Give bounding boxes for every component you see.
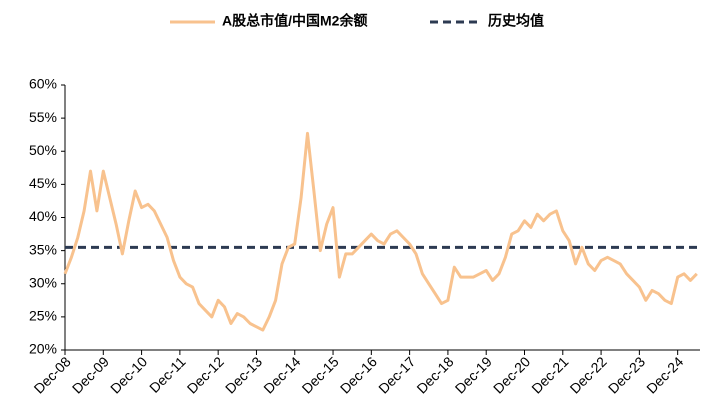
y-tick-label: 55% bbox=[29, 109, 57, 125]
y-tick-label: 30% bbox=[29, 274, 57, 290]
y-tick-label: 20% bbox=[29, 341, 57, 357]
y-tick-label: 35% bbox=[29, 241, 57, 257]
x-tick-label: Dec-16 bbox=[337, 353, 380, 396]
x-tick-label: Dec-09 bbox=[69, 353, 112, 396]
series-line bbox=[63, 131, 698, 332]
x-tick-label: Dec-11 bbox=[146, 353, 189, 396]
x-tick-label: Dec-12 bbox=[184, 353, 227, 396]
x-tick-label: Dec-15 bbox=[299, 353, 342, 396]
legend-label: 历史均值 bbox=[488, 13, 544, 29]
x-tick-label: Dec-18 bbox=[413, 353, 456, 396]
x-tick-label: Dec-14 bbox=[260, 353, 303, 396]
y-tick-label: 40% bbox=[29, 208, 57, 224]
y-tick-label: 60% bbox=[29, 76, 57, 92]
y-tick-label: 45% bbox=[29, 175, 57, 191]
x-tick-label: Dec-20 bbox=[490, 353, 533, 396]
x-tick-label: Dec-23 bbox=[605, 353, 648, 396]
x-tick-label: Dec-24 bbox=[643, 353, 686, 396]
x-tick-label: Dec-17 bbox=[375, 353, 418, 396]
y-tick-label: 25% bbox=[29, 308, 57, 324]
y-tick-label: 50% bbox=[29, 142, 57, 158]
x-tick-label: Dec-08 bbox=[31, 353, 74, 396]
legend-label: A股总市值/中国M2余额 bbox=[222, 13, 367, 29]
x-tick-label: Dec-21 bbox=[528, 353, 571, 396]
x-tick-label: Dec-22 bbox=[567, 353, 610, 396]
x-tick-label: Dec-13 bbox=[222, 353, 265, 396]
x-tick-label: Dec-10 bbox=[107, 353, 150, 396]
x-tick-label: Dec-19 bbox=[452, 353, 495, 396]
